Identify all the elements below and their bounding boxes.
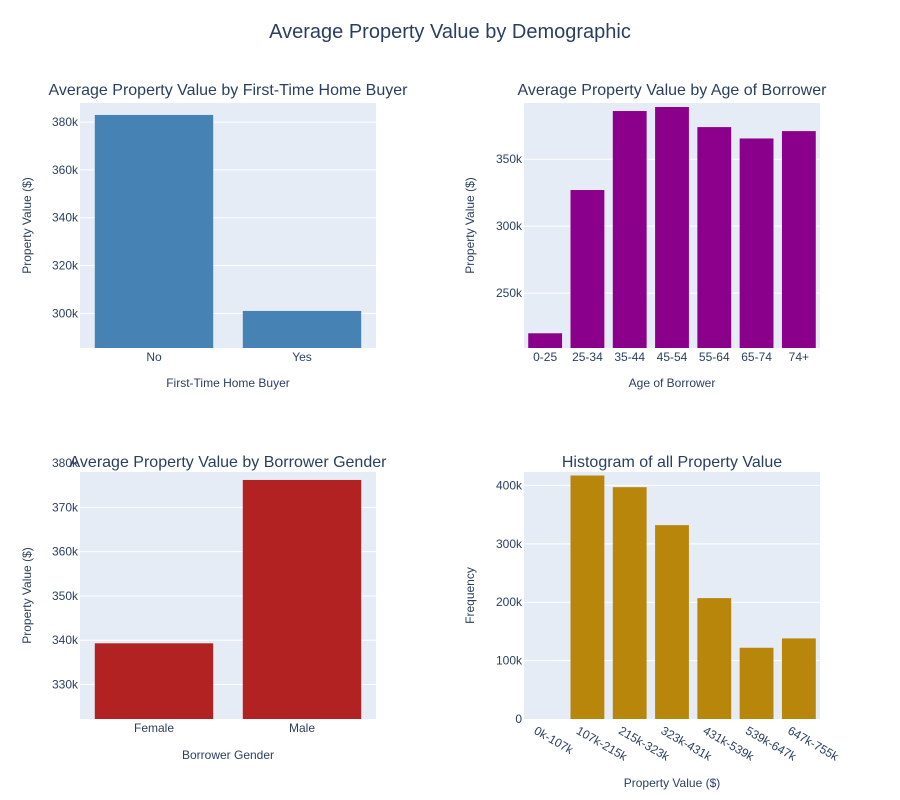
bar-Male (242, 479, 362, 719)
y-axis-label: Frequency (463, 567, 477, 624)
chart-panel-first_time: 300k 320k 340k 360k 380k No Yes Average Propert… (20, 82, 408, 390)
y-tick-label: 300k (496, 219, 523, 233)
bar-35-44 (612, 111, 647, 349)
bar-65-74 (739, 138, 774, 348)
bar-431k-539k (697, 598, 732, 719)
bar-Female (94, 643, 214, 719)
y-tick-label: 360k (52, 163, 79, 177)
x-axis-label: First-Time Home Buyer (166, 376, 290, 390)
chart-panel-gender: 330k 340k 350k 360k 370k 380k Female Male Averag… (20, 454, 387, 762)
subplot-title: Average Property Value by Borrower Gende… (70, 454, 388, 471)
x-tick-label: 65-74 (741, 350, 772, 364)
x-tick-label: 55-64 (699, 350, 730, 364)
bar-539k-647k (739, 647, 774, 719)
bar-No (94, 114, 214, 348)
y-tick-label: 360k (52, 545, 79, 559)
subplot-title: Average Property Value by First-Time Hom… (49, 82, 409, 99)
x-axis-label: Borrower Gender (182, 748, 274, 762)
bar-647k-755k (781, 638, 816, 719)
x-tick-label: Male (289, 721, 315, 735)
y-tick-label: 320k (52, 259, 79, 273)
bar-45-54 (655, 107, 689, 349)
figure-title: Average Property Value by Demographic (269, 21, 631, 43)
bar-74+ (781, 131, 816, 348)
x-tick-label: 45-54 (657, 350, 688, 364)
y-tick-label: 370k (52, 500, 79, 514)
x-tick-label: 74+ (789, 350, 809, 364)
y-axis-label: Property Value ($) (20, 177, 34, 274)
bar-25-34 (570, 190, 605, 348)
subplot-title: Histogram of all Property Value (562, 454, 782, 471)
x-tick-label: No (146, 350, 162, 364)
y-tick-label: 400k (496, 478, 523, 492)
bar-0-25 (528, 333, 563, 348)
chart-panel-histogram: 0100k200k300k400k0k-107k107k-215k215k-32… (463, 454, 842, 790)
y-tick-label: 380k (52, 115, 79, 129)
x-axis-label: Age of Borrower (629, 376, 716, 390)
x-tick-label: 0k-107k (532, 723, 577, 757)
y-tick-label: 250k (496, 286, 523, 300)
subplot-title: Average Property Value by Age of Borrowe… (518, 82, 828, 99)
x-tick-label: Yes (292, 350, 312, 364)
y-tick-label: 350k (52, 589, 79, 603)
y-tick-label: 200k (496, 595, 523, 609)
x-tick-label: 25-34 (572, 350, 603, 364)
bar-323k-431k (655, 525, 689, 719)
x-tick-label: 0-25 (533, 350, 557, 364)
y-tick-label: 380k (52, 456, 79, 470)
bar-55-64 (697, 127, 732, 348)
y-tick-label: 300k (496, 537, 523, 551)
y-axis-label: Property Value ($) (20, 547, 34, 644)
y-tick-label: 100k (496, 654, 523, 668)
x-axis-label: Property Value ($) (624, 776, 721, 790)
y-tick-label: 350k (496, 152, 523, 166)
bar-Yes (242, 310, 362, 348)
y-tick-label: 300k (52, 306, 79, 320)
y-tick-label: 0 (515, 712, 522, 726)
bar-215k-323k (612, 487, 647, 719)
y-tick-label: 340k (52, 633, 79, 647)
y-axis-label: Property Value ($) (463, 177, 477, 274)
x-tick-label: Female (134, 721, 174, 735)
x-tick-label: 35-44 (614, 350, 645, 364)
chart-panel-age: 250k 300k 350k 0-25 25-34 35-44 45-54 55-64 65-7… (463, 82, 827, 390)
y-tick-label: 330k (52, 677, 79, 691)
y-tick-label: 340k (52, 211, 79, 225)
bar-107k-215k (570, 475, 605, 719)
